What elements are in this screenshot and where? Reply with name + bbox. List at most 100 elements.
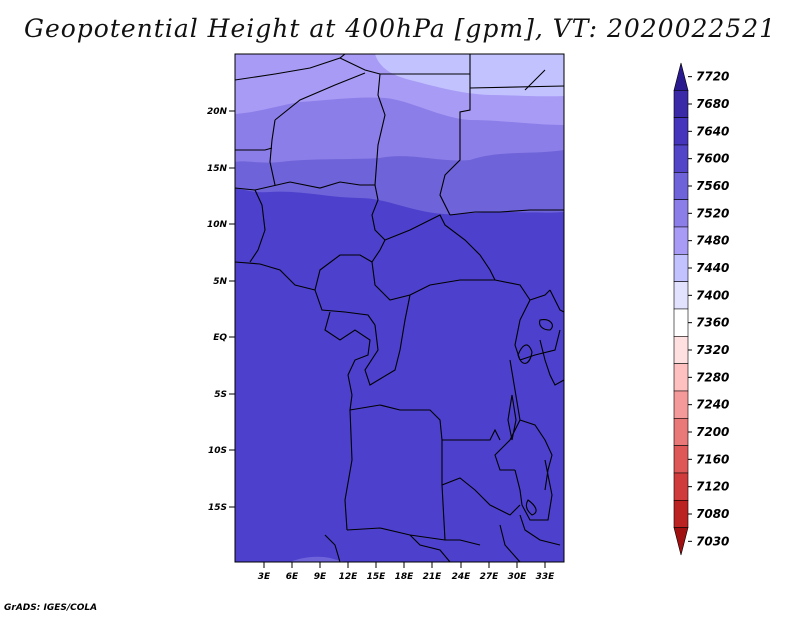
contour-fills	[235, 54, 564, 562]
border-line	[514, 459, 553, 521]
colorbar-segment	[673, 418, 689, 446]
border-line	[409, 534, 451, 562]
lake-shape	[525, 499, 537, 516]
lon-label: 30E	[508, 572, 528, 582]
lon-axis: 3E 6E 9E 12E 15E 18E 21E 24E 27E 30E 33E	[258, 562, 555, 582]
border-line	[235, 54, 346, 81]
border-line	[409, 279, 495, 296]
border-line	[494, 359, 521, 471]
colorbar-label: 7030	[696, 534, 729, 548]
border-line	[469, 85, 564, 89]
colorbar-segment	[673, 390, 689, 419]
border-line	[249, 189, 266, 263]
border-line	[441, 477, 521, 516]
lat-label: 15N	[207, 164, 228, 174]
colorbar-segment	[673, 527, 689, 556]
border-line	[374, 73, 386, 186]
fill-7560-south	[290, 556, 350, 562]
lake-shape	[517, 344, 533, 364]
colorbar-label: 7440	[696, 261, 729, 275]
lat-label: 20N	[207, 107, 228, 117]
border-line	[441, 440, 446, 541]
border-line	[324, 534, 341, 562]
lon-label: 3E	[258, 572, 271, 582]
colorbar-segment	[673, 117, 689, 146]
lon-label: 24E	[452, 572, 472, 582]
colorbar-label: 7480	[696, 234, 729, 248]
colorbar-segment	[673, 472, 689, 501]
grads-credit: GrADS: IGES/COLA	[4, 603, 98, 613]
lon-label: 15E	[367, 572, 387, 582]
colorbar-segment	[673, 445, 689, 474]
lat-axis: 20N 15N 10N 5N EQ 5S 10S 15S	[207, 107, 235, 513]
border-line	[519, 419, 553, 491]
colorbar-label: 7160	[696, 452, 729, 466]
border-line	[344, 409, 353, 531]
lat-label: 5N	[213, 277, 227, 287]
colorbar-segment	[673, 226, 689, 255]
colorbar-label: 7080	[696, 507, 729, 521]
lon-label: 21E	[423, 572, 443, 582]
lon-label: 12E	[339, 572, 359, 582]
colorbar-segment	[673, 281, 689, 310]
lat-label: EQ	[213, 333, 227, 343]
colorbar-segment	[673, 308, 689, 337]
colorbar-label: 7280	[696, 370, 729, 384]
border-line	[539, 339, 564, 386]
colorbar-label: 7240	[696, 398, 729, 412]
colorbar-segment	[673, 90, 689, 118]
border-line	[519, 514, 561, 546]
border-line	[371, 184, 411, 301]
border-line	[346, 527, 481, 546]
colorbar-segment	[673, 199, 689, 228]
border-line	[449, 209, 564, 216]
lon-label: 18E	[395, 572, 415, 582]
colorbar-label: 7720	[696, 70, 729, 84]
lat-label: 15S	[208, 503, 227, 513]
border-line	[439, 54, 471, 216]
colorbar: 7720 7680 7640 7600 7560 7520 7480 7440 7400 7360…	[673, 62, 729, 556]
colorbar-segment	[673, 500, 689, 528]
colorbar-label: 7120	[696, 480, 729, 494]
lake-shape	[539, 319, 553, 331]
border-line	[274, 72, 366, 121]
lat-label: 5S	[214, 390, 227, 400]
border-line	[384, 214, 496, 281]
border-line	[324, 311, 371, 396]
colorbar-label: 7360	[696, 316, 729, 330]
colorbar-label: 7640	[696, 124, 729, 138]
lon-label: 27E	[480, 572, 500, 582]
colorbar-label: 7400	[696, 288, 729, 302]
border-line	[269, 119, 276, 186]
colorbar-label: 7600	[696, 152, 729, 166]
border-line	[314, 289, 376, 326]
colorbar-label: 7680	[696, 97, 729, 111]
border-line	[549, 289, 564, 313]
lon-label: 33E	[536, 572, 556, 582]
border-line	[519, 329, 561, 361]
lat-label: 10S	[208, 446, 227, 456]
colorbar-segment	[673, 336, 689, 364]
colorbar-segment	[673, 144, 689, 173]
border-line	[339, 57, 470, 75]
colorbar-label: 7520	[696, 206, 729, 220]
border-line	[499, 524, 521, 562]
lat-label: 10N	[207, 220, 228, 230]
lon-label: 9E	[314, 572, 327, 582]
colorbar-segment	[673, 254, 689, 282]
lon-label: 6E	[286, 572, 299, 582]
border-line	[524, 69, 546, 91]
border-line	[494, 279, 531, 361]
border-line	[442, 428, 501, 441]
country-borders	[235, 54, 564, 562]
colorbar-label: 7200	[696, 425, 729, 439]
border-line	[364, 294, 411, 386]
map-frame	[234, 53, 565, 563]
colorbar-label: 7560	[696, 179, 729, 193]
colorbar-segment	[673, 363, 689, 392]
border-line	[235, 147, 273, 151]
chart-title: Geopotential Height at 400hPa [gpm], VT:…	[23, 14, 777, 43]
border-line	[529, 289, 551, 301]
colorbar-label: 7320	[696, 343, 729, 357]
